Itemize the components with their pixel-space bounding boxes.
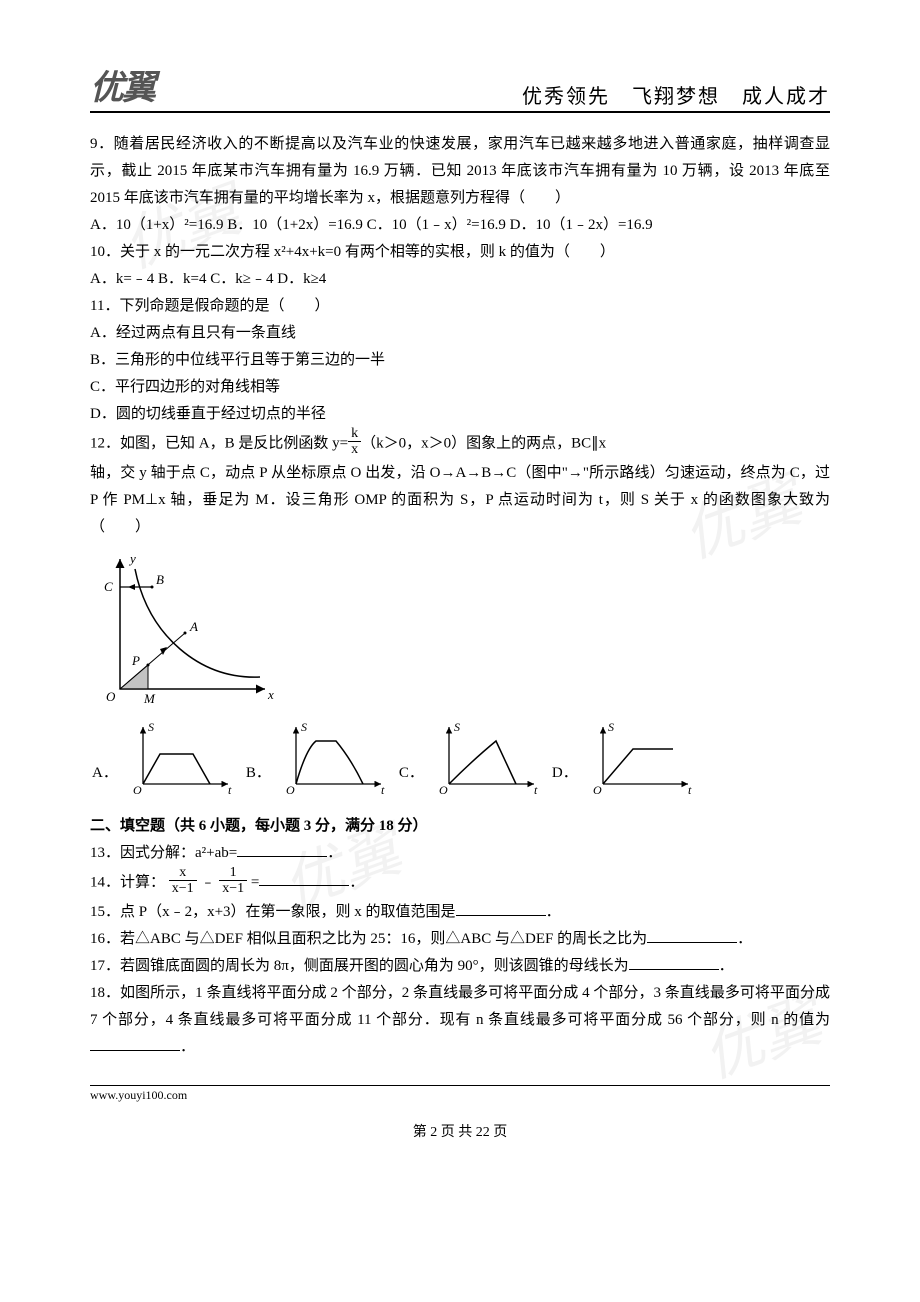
q14-eq: = — [251, 874, 259, 890]
q12-frac-num: k — [348, 426, 361, 442]
q16-blank — [647, 928, 737, 943]
svg-text:t: t — [228, 783, 232, 797]
fig-O: O — [106, 689, 116, 704]
q12-label-b: B． — [246, 760, 271, 787]
q15-post: ． — [546, 904, 561, 920]
q10-text: 10．关于 x 的一元二次方程 x²+4x+k=0 有两个相等的实根，则 k 的… — [90, 239, 830, 266]
svg-text:O: O — [133, 783, 142, 797]
svg-text:t: t — [534, 783, 538, 797]
page-number: 第 2 页 共 22 页 — [90, 1121, 830, 1141]
q14-pre: 14．计算： — [90, 874, 165, 890]
q18-blank — [90, 1036, 180, 1051]
fig-P: P — [131, 653, 140, 668]
svg-text:S: S — [608, 720, 614, 734]
page-content: 9．随着居民经济收入的不断提高以及汽车业的快速发展，家用汽车已越来越多地进入普通… — [90, 131, 830, 1061]
q10-options: A．k=﹣4 B．k=4 C．k≥﹣4 D．k≥4 — [90, 266, 830, 293]
fig-x-label: x — [267, 687, 274, 702]
q17-pre: 17．若圆锥底面圆的周长为 8π，侧面展开图的圆心角为 90°，则该圆锥的母线长… — [90, 958, 629, 974]
q14-frac2: 1x−1 — [219, 865, 247, 897]
page-header: 优翼 优秀领先 飞翔梦想 成人成才 — [90, 60, 830, 113]
svg-text:O: O — [439, 783, 448, 797]
svg-text:t: t — [381, 783, 385, 797]
q13-blank — [237, 842, 327, 857]
fig-M: M — [143, 691, 156, 706]
q14-post: ． — [349, 874, 364, 890]
q16-pre: 16．若△ABC 与△DEF 相似且面积之比为 25：16，则△ABC 与△DE… — [90, 931, 647, 947]
svg-text:t: t — [688, 783, 692, 797]
header-motto: 优秀领先 飞翔梦想 成人成才 — [522, 80, 830, 109]
q12-choice-row: A． S t O B． S t — [90, 719, 830, 799]
q12-choice-b-fig: S t O — [281, 719, 391, 799]
svg-text:O: O — [593, 783, 602, 797]
q14-frac1: xx−1 — [169, 865, 197, 897]
q15: 15．点 P（x﹣2，x+3）在第一象限，则 x 的取值范围是 ． — [90, 899, 830, 926]
q14: 14．计算： xx−1 ﹣ 1x−1 = ． — [90, 867, 830, 899]
q15-blank — [456, 901, 546, 916]
q17-post: ． — [719, 958, 734, 974]
svg-text:O: O — [286, 783, 295, 797]
svg-text:S: S — [454, 720, 460, 734]
fig-y-label: y — [128, 551, 136, 566]
q11-text: 11．下列命题是假命题的是（ ） — [90, 293, 830, 320]
q12-label-a: A． — [92, 760, 118, 787]
q13: 13．因式分解：a²+ab= ． — [90, 840, 830, 867]
q18: 18．如图所示，1 条直线将平面分成 2 个部分，2 条直线最多可将平面分成 4… — [90, 980, 830, 1061]
q12-label-d: D． — [552, 760, 578, 787]
q9-options: A．10（1+x）²=16.9 B．10（1+2x）=16.9 C．10（1﹣x… — [90, 212, 830, 239]
q9-text: 9．随着居民经济收入的不断提高以及汽车业的快速发展，家用汽车已越来越多地进入普通… — [90, 131, 830, 212]
q17-blank — [629, 955, 719, 970]
q16-post: ． — [737, 931, 752, 947]
q12-line1: 12．如图，已知 A，B 是反比例函数 y=kx（k＞0，x＞0）图象上的两点，… — [90, 428, 830, 460]
q12-choice-c-fig: S t O — [434, 719, 544, 799]
q16: 16．若△ABC 与△DEF 相似且面积之比为 25：16，则△ABC 与△DE… — [90, 926, 830, 953]
svg-text:S: S — [301, 720, 307, 734]
q12-frac: kx — [348, 426, 361, 458]
q13-post: ． — [327, 845, 342, 861]
fig-A: A — [189, 619, 198, 634]
q12-choice-d-fig: S t O — [588, 719, 698, 799]
q14-blank — [259, 871, 349, 886]
q13-pre: 13．因式分解：a²+ab= — [90, 845, 237, 861]
q11-opt-a: A．经过两点有且只有一条直线 — [90, 320, 830, 347]
q15-pre: 15．点 P（x﹣2，x+3）在第一象限，则 x 的取值范围是 — [90, 904, 456, 920]
q14-minus: ﹣ — [200, 874, 215, 890]
q12-figures: y x C B A P O M A． S t O — [90, 549, 830, 799]
q12-label-c: C． — [399, 760, 424, 787]
q18-pre: 18．如图所示，1 条直线将平面分成 2 个部分，2 条直线最多可将平面分成 4… — [90, 985, 830, 1028]
footer: www.youyi100.com — [90, 1085, 830, 1103]
q12-post1: （k＞0，x＞0）图象上的两点，BC∥x — [361, 435, 606, 451]
q12-pre: 12．如图，已知 A，B 是反比例函数 y= — [90, 435, 348, 451]
q11-opt-c: C．平行四边形的对角线相等 — [90, 374, 830, 401]
q11-opt-b: B．三角形的中位线平行且等于第三边的一半 — [90, 347, 830, 374]
q17: 17．若圆锥底面圆的周长为 8π，侧面展开图的圆心角为 90°，则该圆锥的母线长… — [90, 953, 830, 980]
q12-main-figure: y x C B A P O M — [90, 549, 280, 709]
q12-choice-a-fig: S t O — [128, 719, 238, 799]
logo-text: 优翼 — [90, 60, 154, 109]
fig-C: C — [104, 579, 113, 594]
q12-line2: 轴，交 y 轴于点 C，动点 P 从坐标原点 O 出发，沿 O→A→B→C（图中… — [90, 460, 830, 541]
fig-B: B — [156, 572, 164, 587]
section2-title: 二、填空题（共 6 小题，每小题 3 分，满分 18 分） — [90, 813, 830, 840]
q18-post: ． — [180, 1039, 195, 1055]
svg-text:S: S — [148, 720, 154, 734]
footer-url: www.youyi100.com — [90, 1088, 187, 1102]
q11-opt-d: D．圆的切线垂直于经过切点的半径 — [90, 401, 830, 428]
q12-frac-den: x — [348, 442, 361, 457]
